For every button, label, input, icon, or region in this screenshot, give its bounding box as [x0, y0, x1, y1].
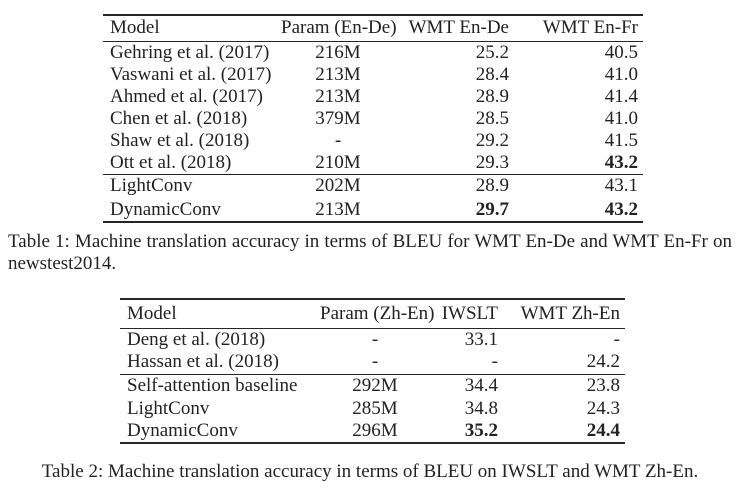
cell-wmt-en-de: 28.9 — [395, 173, 519, 198]
cell-param: 285M — [352, 397, 398, 419]
cell-model: Gehring et al. (2017) — [110, 41, 270, 63]
cell-model: Vaswani et al. (2017) — [110, 63, 272, 85]
cell-wmt-en-fr: 41.0 — [604, 107, 638, 129]
table-2-col-iwslt: IWSLT — [430, 299, 508, 329]
table-row-lightconv: LightConv 202M 28.9 43.1 — [103, 173, 643, 198]
table-2-header-row: Model Param (Zh-En) IWSLT WMT Zh-En — [120, 299, 625, 329]
cell-model: Ahmed et al. (2017) — [110, 85, 264, 107]
table-row-ahmed: Ahmed et al. (2017) 213M 28.9 41.4 — [103, 86, 643, 108]
cell-iwslt: 34.8 — [464, 397, 498, 419]
cell-wmt-zh-en: - — [613, 328, 620, 350]
cell-wmt-en-fr: 43.1 — [519, 173, 643, 198]
table-1-col-wmt-en-fr: WMT En-Fr — [519, 15, 643, 42]
cell-model: Ott et al. (2018) — [110, 151, 232, 173]
cell-model: Chen et al. (2018) — [110, 107, 248, 129]
cell-wmt-en-de: 29.2 — [475, 129, 509, 151]
cell-wmt-zh-en: 24.3 — [586, 397, 620, 419]
cell-wmt-en-fr-best: 43.2 — [604, 151, 638, 173]
cell-param: - — [371, 328, 379, 350]
cell-wmt-en-de: 29.3 — [475, 151, 509, 173]
table-1-wmt-results: Model Param (En-De) WMT En-De WMT En-Fr … — [103, 14, 643, 223]
cell-wmt-en-de: 28.5 — [475, 107, 509, 129]
table-row-self-attention-baseline: Self-attention baseline 292M 34.4 23.8 — [120, 373, 625, 397]
table-row-shaw: Shaw et al. (2018) - 29.2 41.5 — [103, 130, 643, 152]
cell-wmt-zh-en: 24.2 — [586, 351, 620, 373]
cell-wmt-zh-en-best: 24.4 — [586, 420, 620, 441]
table-row-dynamicconv: DynamicConv 296M 35.2 24.4 — [120, 420, 625, 443]
cell-param: 216M — [315, 41, 361, 63]
cell-wmt-en-fr: 41.4 — [604, 85, 638, 107]
cell-param: - — [371, 351, 379, 373]
cell-wmt-en-de: 28.4 — [475, 63, 509, 85]
table-row-dynamicconv: DynamicConv 213M 29.7 43.2 — [103, 198, 643, 222]
cell-wmt-en-fr: 41.5 — [604, 129, 638, 151]
cell-param: 202M — [281, 173, 395, 198]
cell-model: DynamicConv — [110, 198, 221, 220]
cell-param: - — [334, 129, 342, 151]
table-row-gehring: Gehring et al. (2017) 216M 25.2 40.5 — [103, 41, 643, 64]
cell-model: LightConv — [103, 173, 281, 198]
cell-wmt-en-fr: 40.5 — [604, 41, 638, 63]
cell-model: Hassan et al. (2018) — [127, 351, 279, 373]
table-row-vaswani: Vaswani et al. (2017) 213M 28.4 41.0 — [103, 64, 643, 86]
cell-iwslt: 34.4 — [430, 373, 508, 397]
table-2-col-wmt-zh-en: WMT Zh-En — [508, 299, 625, 329]
cell-wmt-en-de: 25.2 — [475, 41, 509, 63]
cell-param: 213M — [315, 63, 361, 85]
table-row-lightconv: LightConv 285M 34.8 24.3 — [120, 397, 625, 420]
cell-wmt-en-fr-best: 43.2 — [604, 198, 638, 220]
cell-param: 210M — [315, 151, 361, 173]
table-1-caption: Table 1: Machine translation accuracy in… — [8, 231, 732, 274]
cell-model: Shaw et al. (2018) — [110, 129, 250, 151]
cell-iwslt: 33.1 — [464, 328, 498, 350]
cell-wmt-en-fr: 41.0 — [604, 63, 638, 85]
table-2-col-model: Model — [120, 299, 320, 329]
table-2-iwslt-zhen-results: Model Param (Zh-En) IWSLT WMT Zh-En Deng… — [120, 298, 625, 444]
table-1-col-model: Model — [103, 15, 281, 42]
cell-wmt-zh-en: 23.8 — [508, 373, 625, 397]
cell-model: Deng et al. (2018) — [127, 328, 266, 350]
cell-model: DynamicConv — [127, 420, 238, 441]
cell-param: 379M — [315, 107, 361, 129]
table-2-col-param: Param (Zh-En) — [320, 299, 434, 329]
cell-iwslt: - — [491, 351, 498, 373]
cell-model: Self-attention baseline — [120, 373, 320, 397]
cell-param: 213M — [315, 85, 361, 107]
cell-iwslt-best: 35.2 — [464, 420, 498, 441]
cell-wmt-en-de: 28.9 — [475, 85, 509, 107]
table-row-ott: Ott et al. (2018) 210M 29.3 43.2 — [103, 152, 643, 175]
table-row-hassan: Hassan et al. (2018) - - 24.2 — [120, 351, 625, 374]
table-row-chen: Chen et al. (2018) 379M 28.5 41.0 — [103, 108, 643, 130]
table-row-deng: Deng et al. (2018) - 33.1 - — [120, 328, 625, 351]
table-1-header-row: Model Param (En-De) WMT En-De WMT En-Fr — [103, 15, 643, 42]
cell-param: 213M — [315, 198, 361, 220]
cell-param: 292M — [320, 373, 430, 397]
table-1-col-param: Param (En-De) — [281, 15, 397, 42]
cell-model: LightConv — [127, 397, 210, 419]
table-2-caption: Table 2: Machine translation accuracy in… — [41, 461, 699, 482]
cell-param: 296M — [352, 420, 398, 441]
cell-wmt-en-de-best: 29.7 — [475, 198, 509, 220]
table-1-col-wmt-en-de: WMT En-De — [395, 15, 519, 42]
